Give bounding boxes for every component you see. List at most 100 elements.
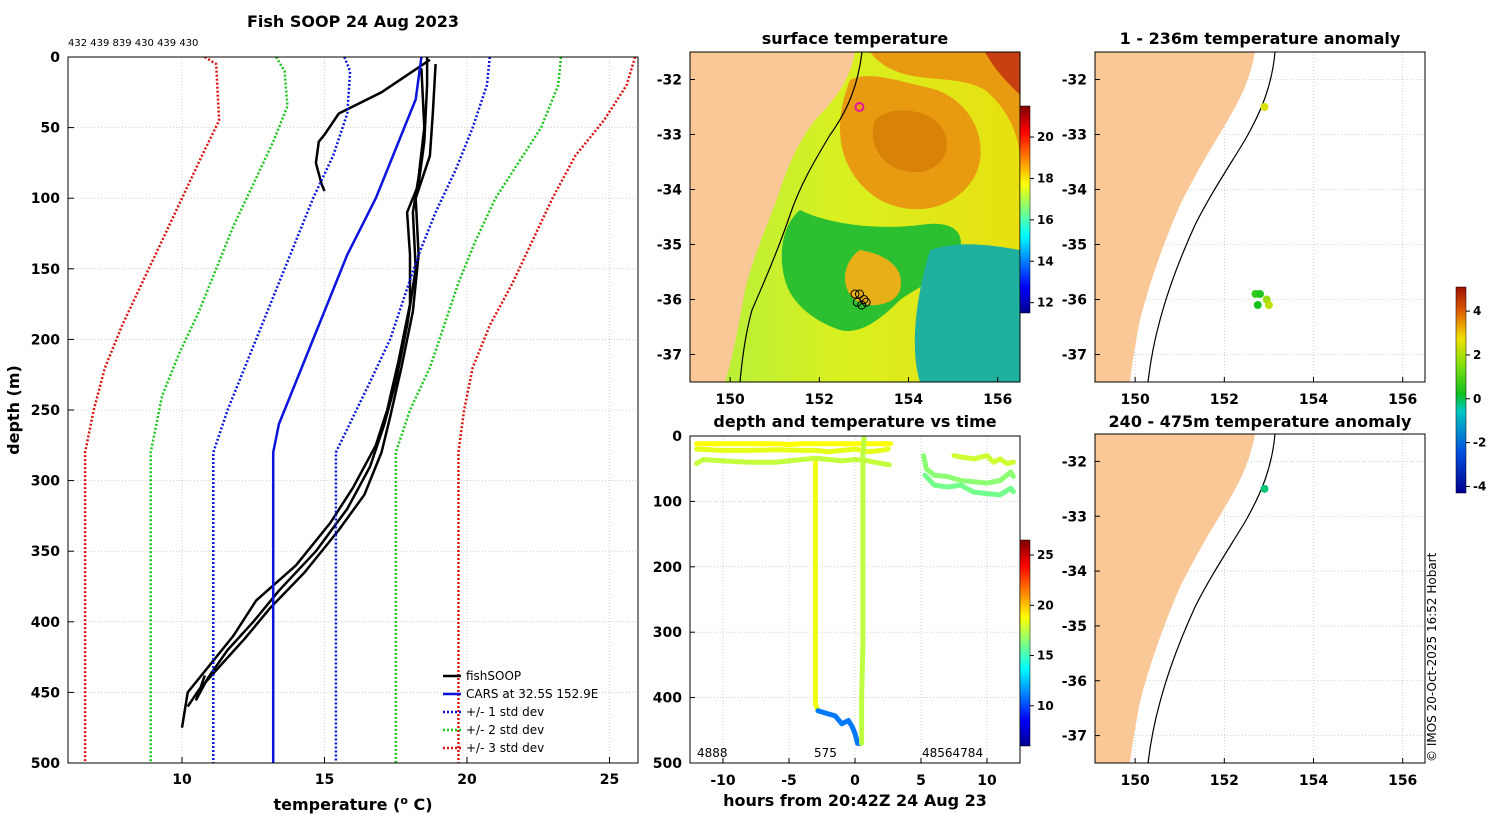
sst-warm-north (870, 52, 1020, 160)
anomaly-top-panel: 1 - 236m temperature anomaly 150 152 154 15… (1062, 29, 1426, 408)
sst-fish-position (857, 300, 867, 310)
sst-fish-position (861, 297, 871, 307)
legend-label-1std: +/- 1 std dev (466, 705, 544, 719)
profile-xtick-label: 20 (457, 772, 477, 788)
anomaly-bottom-xtick-label: 152 (1210, 773, 1239, 789)
time-track (859, 436, 867, 746)
anomaly-colorbar-label: 4 (1473, 304, 1481, 318)
sst-isobath (739, 52, 863, 382)
profile-panel: Fish SOOP 24 Aug 2023 432 439 839 430 43… (4, 12, 639, 814)
anomaly-top-ytick-label: -36 (1062, 293, 1087, 309)
profile-lines (83, 57, 637, 763)
sst-title: surface temperature (762, 29, 949, 48)
profile-ytick-label: 150 (31, 262, 60, 278)
profile-ytick-label: 200 (31, 332, 60, 348)
anomaly-top-ytick-label: -37 (1062, 348, 1087, 364)
sst-hot-corner (985, 52, 1020, 95)
anomaly-bottom-ticks: 150 152 154 156 -32 -33 -34 -35 -36 -37 (1062, 454, 1418, 789)
sst-land (690, 52, 855, 382)
anomaly-top-land (1095, 52, 1255, 382)
time-colorbar-label: 15 (1037, 649, 1054, 663)
anomaly-top-xtick-label: 150 (1121, 392, 1150, 408)
time-track (922, 472, 1016, 498)
time-colorbar-ticks: 10 15 20 25 (1030, 548, 1054, 713)
legend-label-cars: CARS at 32.5S 152.9E (466, 687, 598, 701)
sst-cool-southeast (914, 244, 1020, 382)
sst-colorbar-label: 18 (1037, 171, 1054, 185)
profile-series-line (180, 57, 429, 728)
profile-ytick-label: 100 (31, 191, 60, 207)
anomaly-colorbar (1455, 286, 1467, 494)
legend-item-fishsoop: fishSOOP (443, 669, 521, 683)
anomaly-bottom-points (1260, 484, 1269, 493)
anomaly-bottom-anomaly-point (1260, 484, 1269, 493)
legend-label-3std: +/- 3 std dev (466, 741, 544, 755)
sst-colorbar (1019, 105, 1031, 314)
anomaly-top-xtick-label: 154 (1299, 392, 1328, 408)
anomaly-bottom-xtick-label: 150 (1121, 773, 1150, 789)
profile-xtick-label: 15 (315, 772, 334, 788)
anomaly-top-ytick-label: -32 (1062, 73, 1087, 89)
sst-xtick-label: 154 (894, 392, 923, 408)
time-track (812, 459, 821, 714)
sst-ytick-label: -36 (657, 293, 682, 309)
anomaly-top-ytick-label: -35 (1062, 238, 1087, 254)
anomaly-colorbar-label: 2 (1473, 348, 1481, 362)
time-ytick-label: 400 (653, 691, 682, 707)
sst-xtick-label: 156 (983, 392, 1012, 408)
time-xtick-label: 5 (916, 773, 926, 789)
anomaly-bottom-xtick-label: 156 (1388, 773, 1417, 789)
time-track (815, 708, 863, 746)
sst-ytick-label: -34 (657, 183, 683, 199)
sst-eddy-core (872, 110, 948, 173)
legend-item-2std: +/- 2 std dev (443, 723, 544, 737)
profile-ytick-label: 500 (31, 756, 60, 772)
anomaly-bottom-ytick-label: -34 (1062, 564, 1088, 580)
sst-colorbar-label: 14 (1037, 254, 1054, 268)
anomaly-bottom-ytick-label: -37 (1062, 729, 1087, 745)
anomaly-bottom-panel: 240 - 475m temperature anomaly 150 152 154… (1062, 412, 1426, 789)
profile-ytick-label: 50 (41, 121, 61, 137)
sst-panel: surface temperature 150 152 154 156 -32 -33 -3… (657, 29, 1054, 408)
time-ytick-label: 100 (653, 494, 682, 510)
sst-xtick-label: 152 (805, 392, 834, 408)
cast-ids: 432 439 839 430 439 430 (68, 38, 198, 49)
sst-colorbar-ticks: 12 14 16 18 20 (1030, 130, 1054, 310)
time-ytick-label: 300 (653, 625, 682, 641)
anomaly-colorbar-label: -4 (1473, 479, 1486, 493)
anomaly-colorbar-label: 0 (1473, 392, 1481, 406)
profile-legend: fishSOOP CARS at 32.5S 152.9E +/- 1 std … (443, 669, 598, 755)
anomaly-bottom-axes-box (1094, 433, 1426, 764)
profile-series-line (195, 68, 426, 701)
anomaly-bottom-xtick-label: 154 (1299, 773, 1328, 789)
time-bottom-label-3: 48564784 (922, 746, 983, 760)
profile-series-line (271, 57, 423, 763)
time-grid (690, 435, 1020, 764)
legend-item-cars: CARS at 32.5S 152.9E (443, 687, 598, 701)
profile-ytick-label: 0 (50, 50, 60, 66)
anomaly-colorbar-ticks: -4 -2 0 2 4 (1466, 304, 1486, 493)
time-xtick-label: -10 (710, 773, 736, 789)
time-track (951, 453, 1016, 466)
anomaly-bottom-ytick-label: -35 (1062, 619, 1087, 635)
anomaly-bottom-land (1095, 434, 1255, 763)
time-track (921, 453, 1016, 486)
anomaly-top-axes-box (1094, 51, 1426, 383)
profile-series-line (149, 57, 289, 763)
time-colorbar-label: 25 (1037, 548, 1054, 562)
sst-ytick-label: -37 (657, 348, 682, 364)
profile-xtick-label: 10 (172, 772, 192, 788)
sst-colorbar-label: 16 (1037, 213, 1054, 227)
anomaly-top-anomaly-point (1253, 301, 1262, 309)
profile-series-line (83, 57, 221, 763)
time-xtick-label: 10 (977, 773, 997, 789)
sst-warm-patch (844, 250, 901, 306)
sst-ytick-label: -32 (657, 73, 682, 89)
time-xlabel: hours from 20:42Z 24 Aug 23 (723, 791, 987, 810)
profile-grid (68, 56, 638, 764)
time-track (694, 446, 891, 455)
anomaly-bottom-ytick-label: -36 (1062, 674, 1087, 690)
anomaly-bottom-isobath (1147, 434, 1276, 763)
